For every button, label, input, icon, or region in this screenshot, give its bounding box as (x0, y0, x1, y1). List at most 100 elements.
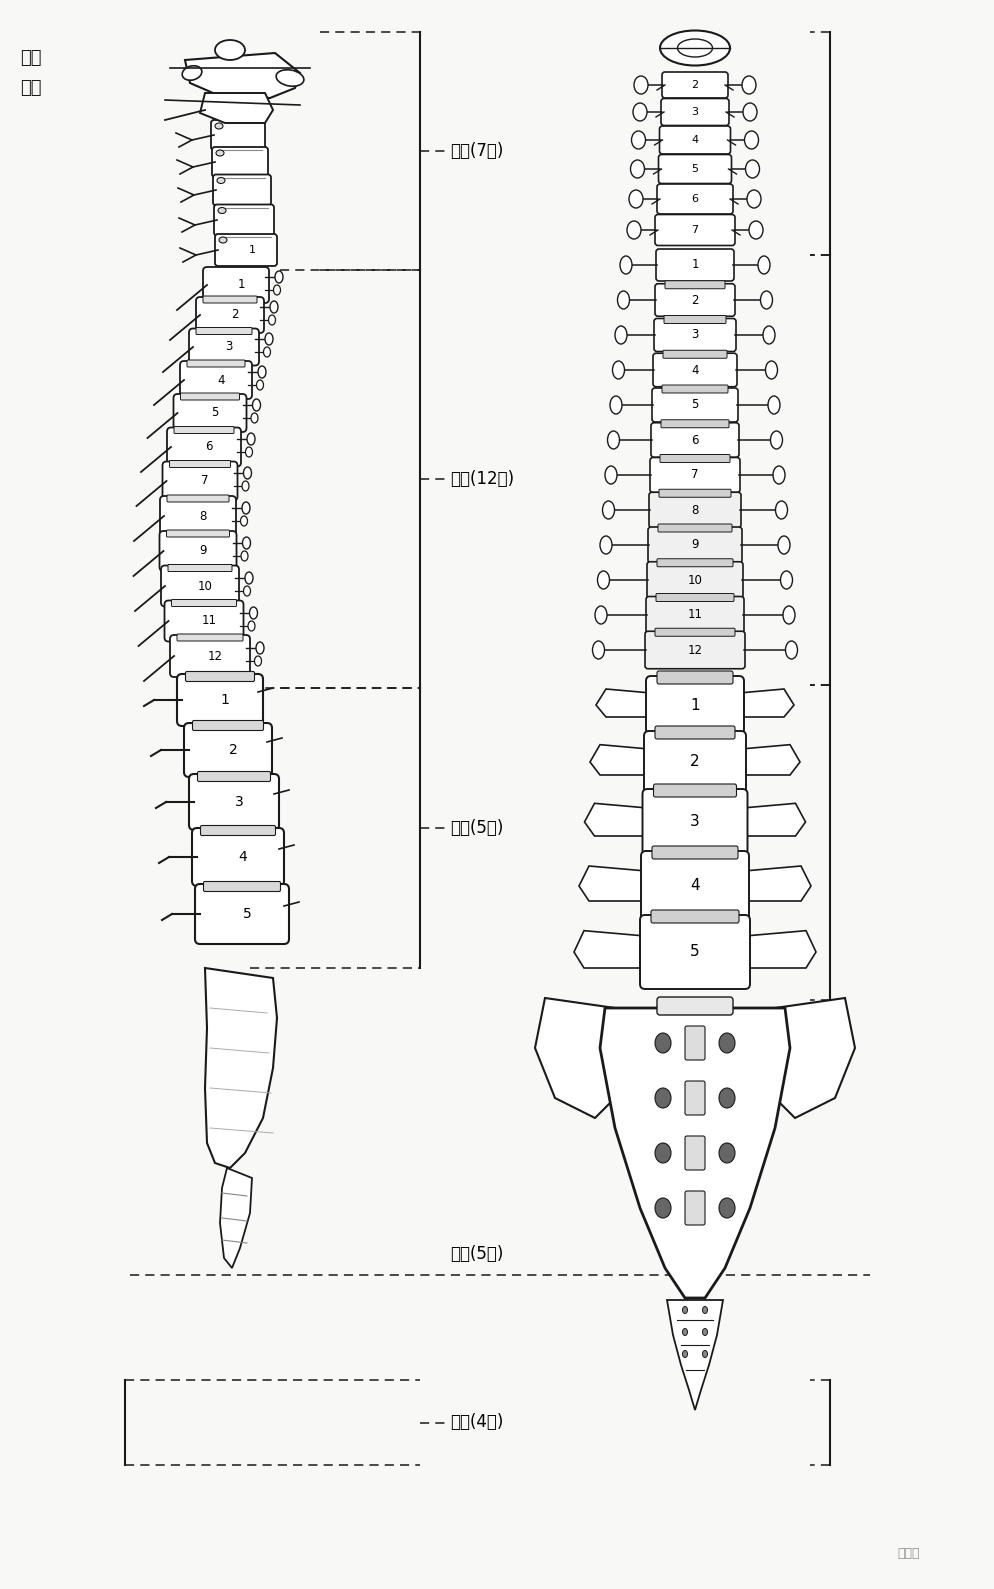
Text: 3: 3 (235, 794, 244, 809)
FancyBboxPatch shape (654, 628, 735, 636)
FancyBboxPatch shape (196, 327, 251, 335)
Text: 2: 2 (231, 308, 239, 321)
FancyBboxPatch shape (192, 720, 263, 731)
FancyBboxPatch shape (684, 1136, 705, 1170)
Text: 11: 11 (202, 615, 217, 628)
FancyBboxPatch shape (684, 1081, 705, 1115)
Ellipse shape (182, 65, 202, 79)
Ellipse shape (767, 396, 779, 415)
Text: 10: 10 (687, 574, 702, 586)
Ellipse shape (682, 1306, 687, 1314)
Text: 6: 6 (691, 194, 698, 203)
Ellipse shape (257, 365, 265, 378)
Ellipse shape (659, 30, 730, 65)
Ellipse shape (269, 300, 277, 313)
Ellipse shape (745, 160, 758, 178)
FancyBboxPatch shape (654, 215, 735, 245)
Text: 4: 4 (691, 135, 698, 145)
Ellipse shape (217, 178, 225, 183)
Ellipse shape (748, 221, 762, 238)
Text: 4: 4 (691, 364, 698, 377)
FancyBboxPatch shape (649, 458, 740, 493)
Text: 1: 1 (221, 693, 230, 707)
FancyBboxPatch shape (661, 385, 728, 392)
FancyBboxPatch shape (646, 563, 743, 597)
FancyBboxPatch shape (166, 531, 230, 537)
Polygon shape (744, 866, 810, 901)
FancyBboxPatch shape (167, 427, 241, 467)
Ellipse shape (254, 656, 261, 666)
Text: 2: 2 (691, 79, 698, 91)
FancyBboxPatch shape (659, 454, 730, 462)
Text: 1: 1 (248, 245, 255, 254)
Text: 5: 5 (691, 164, 698, 175)
Ellipse shape (242, 502, 249, 513)
Text: 5: 5 (691, 399, 698, 412)
FancyBboxPatch shape (655, 249, 734, 281)
Text: 7: 7 (691, 226, 698, 235)
Text: 11: 11 (687, 609, 702, 621)
FancyBboxPatch shape (185, 672, 254, 682)
Text: 2: 2 (690, 755, 699, 769)
FancyBboxPatch shape (189, 329, 258, 365)
Text: 6: 6 (205, 440, 213, 453)
Polygon shape (574, 931, 644, 968)
Ellipse shape (245, 572, 252, 585)
FancyBboxPatch shape (658, 489, 731, 497)
Ellipse shape (677, 40, 712, 57)
Text: 康复汇: 康复汇 (897, 1548, 919, 1560)
Ellipse shape (762, 326, 774, 343)
Ellipse shape (617, 291, 629, 308)
Text: 3: 3 (690, 815, 699, 829)
Ellipse shape (764, 361, 776, 380)
Ellipse shape (244, 467, 251, 478)
Polygon shape (595, 690, 650, 717)
FancyBboxPatch shape (177, 634, 243, 640)
Text: 12: 12 (687, 644, 702, 656)
FancyBboxPatch shape (213, 175, 270, 205)
Ellipse shape (607, 431, 619, 450)
Text: 颈椰(7个): 颈椰(7个) (449, 141, 503, 160)
FancyBboxPatch shape (180, 361, 251, 399)
Ellipse shape (248, 621, 254, 631)
Ellipse shape (242, 481, 248, 491)
Polygon shape (741, 745, 799, 775)
FancyBboxPatch shape (212, 148, 267, 176)
FancyBboxPatch shape (640, 852, 748, 922)
FancyBboxPatch shape (652, 353, 737, 386)
FancyBboxPatch shape (184, 723, 271, 777)
Text: 10: 10 (198, 580, 213, 593)
FancyBboxPatch shape (164, 601, 244, 642)
Ellipse shape (633, 76, 647, 94)
Text: 9: 9 (691, 539, 698, 551)
Text: 5: 5 (690, 944, 699, 960)
Ellipse shape (654, 1033, 670, 1054)
FancyBboxPatch shape (215, 234, 276, 265)
Polygon shape (774, 998, 854, 1119)
FancyBboxPatch shape (645, 675, 744, 734)
Ellipse shape (219, 237, 227, 243)
Ellipse shape (772, 466, 784, 485)
FancyBboxPatch shape (647, 528, 742, 563)
Ellipse shape (241, 516, 248, 526)
Ellipse shape (719, 1033, 735, 1054)
Text: 4: 4 (239, 850, 248, 864)
Ellipse shape (777, 535, 789, 555)
FancyBboxPatch shape (661, 72, 728, 99)
Ellipse shape (273, 284, 280, 296)
Polygon shape (200, 94, 272, 122)
Text: 7: 7 (691, 469, 698, 481)
Ellipse shape (628, 191, 642, 208)
Ellipse shape (218, 208, 226, 213)
Ellipse shape (682, 1328, 687, 1335)
Ellipse shape (769, 431, 781, 450)
FancyBboxPatch shape (656, 559, 733, 567)
Text: 4: 4 (690, 879, 699, 893)
Polygon shape (205, 968, 276, 1168)
Text: 1: 1 (690, 698, 699, 712)
FancyBboxPatch shape (663, 316, 726, 324)
FancyBboxPatch shape (653, 318, 736, 351)
Text: 1: 1 (237, 278, 245, 291)
Ellipse shape (249, 607, 257, 620)
Ellipse shape (630, 160, 644, 178)
